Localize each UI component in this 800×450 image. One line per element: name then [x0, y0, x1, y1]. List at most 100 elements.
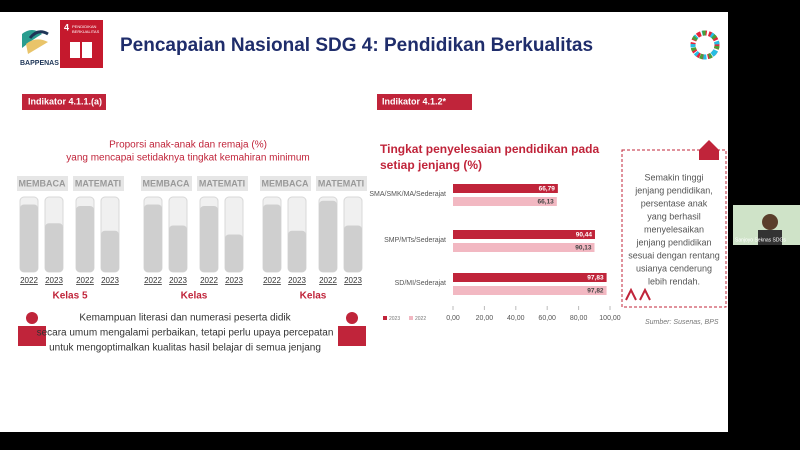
bar [453, 197, 557, 206]
participant-face [762, 214, 778, 230]
note-line: Semakin tinggi [644, 172, 703, 182]
bar [453, 273, 607, 282]
bar [169, 225, 187, 272]
x-tick-label: 2023 [169, 276, 187, 285]
note-box [621, 149, 727, 308]
bar [45, 223, 63, 272]
children-icon [625, 287, 651, 301]
column-header: MEMBACA [143, 178, 190, 188]
bar [344, 225, 362, 272]
legend-label: 2023 [389, 316, 400, 322]
x-tick-label: 20,00 [476, 315, 494, 322]
legend-label: 2022 [415, 316, 426, 322]
sdg-wheel [690, 30, 720, 60]
column-header-bg [197, 176, 248, 191]
group-label: Kelas [181, 291, 208, 302]
column-header: MATEMATI [75, 178, 121, 188]
sdg-badge [60, 20, 103, 68]
category-label: SD/MI/Sederajat [395, 280, 446, 287]
value-label: 90,13 [575, 245, 592, 252]
note-line: menyelesaikan [644, 224, 704, 234]
summary-line: Kemampuan literasi dan numerasi peserta … [79, 313, 291, 324]
group-label: Kelas [300, 291, 327, 302]
value-label: 97,83 [587, 275, 604, 282]
participant-body [758, 230, 782, 245]
chart-title: Tingkat penyelesaian pendidikan pada [380, 142, 600, 156]
chart-title: yang mencapai setidaknya tingkat kemahir… [66, 153, 309, 164]
bar [263, 204, 281, 272]
x-tick-label: 2022 [319, 276, 337, 285]
x-tick-label: 40,00 [507, 315, 525, 322]
chart-title: Proporsi anak-anak dan remaja (%) [109, 140, 267, 151]
summary-line: secara umum mengalami perbaikan, tetapi … [37, 328, 334, 339]
bar [76, 206, 94, 272]
bar [20, 204, 38, 272]
column-header-bg [316, 176, 367, 191]
x-tick-label: 2022 [20, 276, 38, 285]
indicator-label: Indikator 4.1.1.(a) [28, 96, 102, 106]
bappenas-logo [22, 30, 49, 54]
indicator-label: Indikator 4.1.2* [382, 96, 447, 106]
legend-swatch [383, 316, 387, 320]
sdg-label: BERKUALITAS [72, 29, 100, 34]
bar [319, 200, 337, 272]
x-tick-label: 0,00 [446, 315, 460, 322]
x-tick-label: 2023 [288, 276, 306, 285]
legend-swatch [409, 316, 413, 320]
indicator-tag [22, 94, 106, 110]
indicator-tag [377, 94, 472, 110]
slide-title: Pencapaian Nasional SDG 4: Pendidikan Be… [120, 35, 593, 56]
column-header-bg [17, 176, 68, 191]
source: Sumber: Susenas, BPS [645, 319, 719, 326]
category-label: SMP/MTs/Sederajat [384, 237, 446, 244]
x-tick-label: 2023 [344, 276, 362, 285]
bar [288, 230, 306, 272]
x-tick-label: 2023 [45, 276, 63, 285]
column-header-bg [141, 176, 192, 191]
column-header: MATEMATI [318, 178, 364, 188]
note-line: lebih rendah. [648, 276, 700, 286]
x-tick-label: 2023 [225, 276, 243, 285]
note-line: persentase anak [641, 198, 708, 208]
note-line: usianya cenderung [636, 263, 712, 273]
column-header-bg [260, 176, 311, 191]
sdg-number: 4 [64, 22, 69, 32]
logo-text: BAPPENAS [20, 60, 59, 67]
column-header: MEMBACA [19, 178, 66, 188]
column-header: MEMBACA [262, 178, 309, 188]
value-label: 66,79 [539, 186, 556, 193]
bar [453, 243, 595, 252]
x-tick-label: 2022 [263, 276, 281, 285]
x-tick-label: 2022 [76, 276, 94, 285]
sdg-label: PENDIDIKAN [72, 24, 97, 29]
column-header-bg [73, 176, 124, 191]
bar [144, 204, 162, 272]
category-label: SMA/SMK/MA/Sederajat [369, 191, 446, 198]
x-tick-label: 80,00 [570, 315, 588, 322]
bar [453, 286, 607, 295]
value-label: 97,82 [587, 288, 604, 295]
participant-name: Sanjoyo Seknas SDGs [735, 237, 786, 243]
slide [0, 12, 728, 432]
note-line: yang berhasil [647, 211, 701, 221]
bar [225, 234, 243, 272]
note-line: jenjang pendidikan [635, 237, 711, 247]
note-line: sesuai dengan rentang [628, 250, 720, 260]
book-icon [70, 42, 92, 58]
x-tick-label: 60,00 [538, 315, 556, 322]
x-tick-label: 100,00 [599, 315, 621, 322]
summary-line: untuk mengoptimalkan kualitas hasil bela… [49, 343, 321, 354]
note-line: jenjang pendidikan, [634, 185, 713, 195]
x-tick-label: 2022 [200, 276, 218, 285]
bar [101, 230, 119, 272]
bar [453, 184, 558, 193]
chart-title: setiap jenjang (%) [380, 158, 482, 172]
bar [453, 230, 595, 239]
x-tick-label: 2023 [101, 276, 119, 285]
value-label: 90,44 [576, 232, 593, 239]
school-icon [699, 140, 719, 160]
person-icon [18, 312, 366, 346]
column-header: MATEMATI [199, 178, 245, 188]
x-tick-label: 2022 [144, 276, 162, 285]
